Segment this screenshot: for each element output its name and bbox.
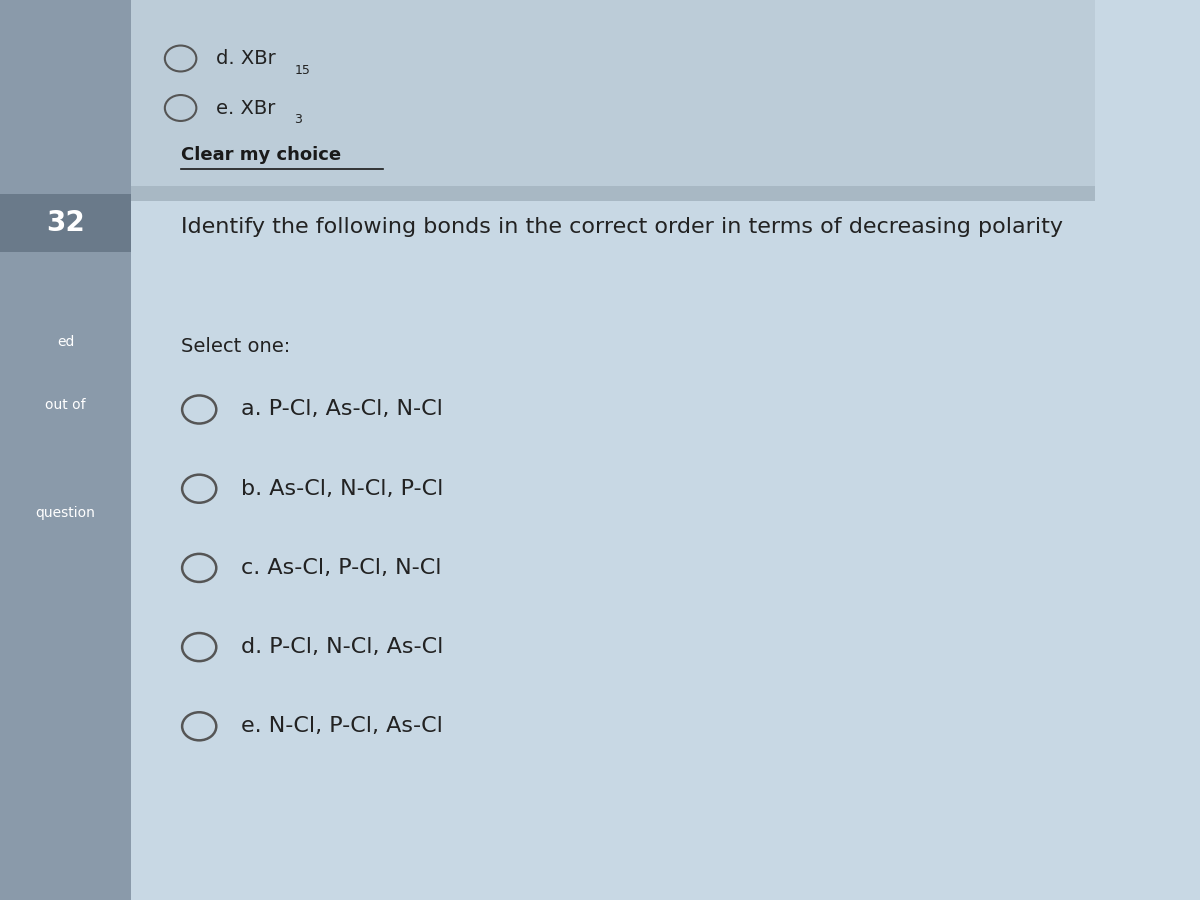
Text: 3: 3	[294, 113, 302, 126]
Text: 32: 32	[47, 209, 85, 237]
FancyBboxPatch shape	[0, 194, 131, 252]
FancyBboxPatch shape	[131, 0, 1094, 194]
Text: out of: out of	[46, 398, 86, 412]
FancyBboxPatch shape	[0, 0, 131, 900]
Text: c. As-Cl, P-Cl, N-Cl: c. As-Cl, P-Cl, N-Cl	[241, 558, 442, 578]
Text: e. N-Cl, P-Cl, As-Cl: e. N-Cl, P-Cl, As-Cl	[241, 716, 443, 736]
Text: question: question	[36, 506, 96, 520]
Text: ed: ed	[56, 335, 74, 349]
Text: Select one:: Select one:	[181, 337, 290, 356]
Text: b. As-Cl, N-Cl, P-Cl: b. As-Cl, N-Cl, P-Cl	[241, 479, 443, 499]
Text: d. P-Cl, N-Cl, As-Cl: d. P-Cl, N-Cl, As-Cl	[241, 637, 443, 657]
FancyBboxPatch shape	[131, 186, 1094, 201]
Text: 15: 15	[294, 64, 311, 76]
Text: a. P-Cl, As-Cl, N-Cl: a. P-Cl, As-Cl, N-Cl	[241, 400, 443, 419]
Text: d. XBr: d. XBr	[216, 49, 275, 68]
Text: Clear my choice: Clear my choice	[181, 146, 341, 164]
Text: Identify the following bonds in the correct order in terms of decreasing polarit: Identify the following bonds in the corr…	[181, 217, 1063, 237]
Text: e. XBr: e. XBr	[216, 98, 275, 118]
FancyBboxPatch shape	[131, 194, 1094, 900]
